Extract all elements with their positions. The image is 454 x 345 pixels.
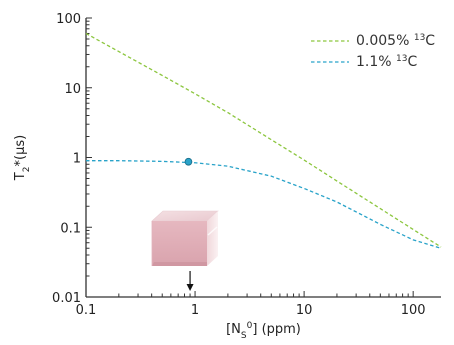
y-axis-label: T2*(μs) xyxy=(13,135,32,181)
y-tick-label: 100 xyxy=(56,12,81,27)
series-line-2 xyxy=(86,160,442,249)
series-line-1 xyxy=(85,32,442,248)
x-tick-label: 0.1 xyxy=(76,303,97,318)
arrow-annotation xyxy=(186,271,194,291)
x-tick-label: 10 xyxy=(296,303,313,318)
x-axis-label: [NS0] (ppm) xyxy=(226,321,301,341)
legend-label-1: 0.005% 13C xyxy=(356,33,435,49)
arrow-head xyxy=(186,284,194,291)
series-layer xyxy=(85,32,442,249)
y-tick-label: 10 xyxy=(64,82,81,97)
diamond-sample-image xyxy=(151,210,219,266)
data-point-marker xyxy=(184,157,193,166)
legend: 0.005% 13C 1.1% 13C xyxy=(311,33,435,70)
y-tick-label: 1 xyxy=(73,152,81,167)
y-tick-label: 0.1 xyxy=(60,221,81,236)
legend-label-2: 1.1% 13C xyxy=(356,54,417,70)
x-tick-label: 1 xyxy=(191,303,199,318)
x-tick-label: 100 xyxy=(401,303,426,318)
tick-marks xyxy=(85,17,414,298)
y-tick-label: 0.01 xyxy=(52,291,81,306)
